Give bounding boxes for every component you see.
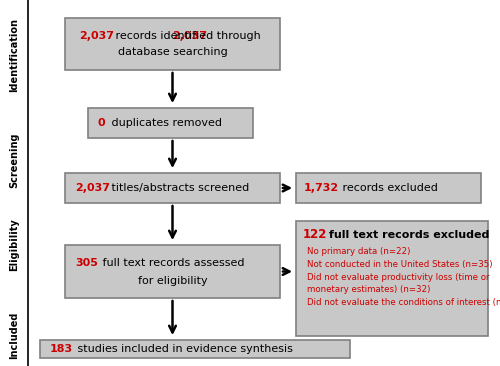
Text: Not conducted in the United States (n=35): Not conducted in the United States (n=35… (307, 259, 492, 269)
Text: full text records assessed: full text records assessed (99, 258, 244, 268)
Text: monetary estimates) (n=32): monetary estimates) (n=32) (307, 285, 430, 295)
Bar (88, 108, 253, 138)
Text: 122: 122 (303, 228, 328, 242)
Bar (296, 221, 488, 336)
Text: 2,037: 2,037 (79, 31, 114, 41)
Text: Did not evaluate the conditions of interest (n=33): Did not evaluate the conditions of inter… (307, 299, 500, 307)
Text: Identification: Identification (9, 18, 19, 92)
Text: studies included in evidence synthesis: studies included in evidence synthesis (74, 344, 293, 354)
Text: 1,732: 1,732 (304, 183, 339, 193)
Text: 0: 0 (98, 118, 106, 128)
Bar (65, 245, 280, 298)
Text: Included: Included (9, 311, 19, 359)
Text: Eligibility: Eligibility (9, 219, 19, 271)
Text: Did not evaluate productivity loss (time or: Did not evaluate productivity loss (time… (307, 273, 490, 281)
Bar (296, 173, 481, 203)
Text: duplicates removed: duplicates removed (108, 118, 222, 128)
Bar (65, 173, 280, 203)
Text: records excluded: records excluded (339, 183, 438, 193)
Text: 183: 183 (50, 344, 73, 354)
Text: Screening: Screening (9, 132, 19, 188)
Text: titles/abstracts screened: titles/abstracts screened (108, 183, 249, 193)
Text: 2,037: 2,037 (75, 183, 110, 193)
Text: database searching: database searching (118, 47, 228, 57)
Bar (65, 18, 280, 70)
Text: records identified through: records identified through (112, 31, 261, 41)
Text: for eligibility: for eligibility (138, 276, 208, 285)
Text: 2,037: 2,037 (172, 31, 208, 41)
Text: full text records excluded: full text records excluded (325, 230, 490, 240)
Text: No primary data (n=22): No primary data (n=22) (307, 246, 410, 255)
Text: 305: 305 (75, 258, 98, 268)
Bar (40, 340, 350, 358)
